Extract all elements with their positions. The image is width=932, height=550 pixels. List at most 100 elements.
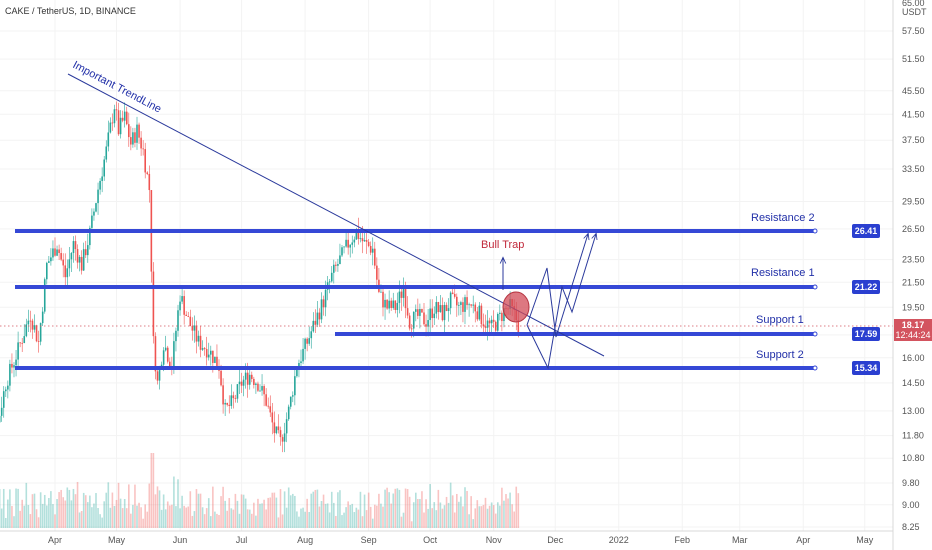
candle-body	[25, 324, 28, 337]
volume-bar	[117, 482, 120, 528]
candle-body	[333, 264, 335, 273]
volume-bar	[62, 497, 64, 528]
volume-bar	[162, 494, 165, 528]
bull-trap-marker[interactable]	[502, 291, 530, 323]
candle-body	[212, 350, 214, 363]
svg-text:17.59: 17.59	[855, 329, 878, 339]
candle-body	[132, 132, 134, 145]
volume-bar	[382, 506, 384, 528]
volume-bar	[207, 498, 210, 528]
volume-bar	[251, 513, 253, 528]
candle-body	[365, 240, 368, 242]
volume-bar	[17, 488, 19, 528]
candle-body	[195, 325, 198, 342]
volume-bar	[224, 500, 226, 528]
volume-bar	[425, 499, 427, 528]
volume-bar	[451, 495, 454, 528]
candle-body	[119, 117, 122, 135]
volume-bars	[0, 453, 520, 528]
volume-bar	[490, 502, 493, 528]
volume-bar	[318, 506, 321, 528]
svg-text:26.41: 26.41	[855, 226, 878, 236]
support-1-badge[interactable]: 17.59	[852, 327, 880, 341]
volume-bar	[412, 502, 415, 528]
candle-body	[458, 304, 460, 306]
resistance-2-badge[interactable]: 26.41	[852, 224, 880, 238]
volume-bar	[97, 508, 99, 528]
time-tick-label: Dec	[547, 535, 564, 545]
volume-bar	[466, 490, 468, 528]
volume-bar	[349, 504, 351, 528]
candle-body	[271, 412, 274, 423]
candle-body	[197, 335, 200, 342]
volume-bar	[415, 492, 417, 528]
volume-bar	[402, 512, 405, 528]
volume-bar	[29, 514, 32, 528]
volume-bar	[31, 494, 34, 528]
volume-bar	[64, 500, 67, 528]
volume-bar	[146, 511, 149, 528]
volume-bar	[494, 513, 497, 528]
volume-bar	[310, 493, 313, 528]
volume-bar	[347, 501, 349, 528]
candle-body	[343, 246, 345, 248]
volume-bar	[43, 494, 46, 528]
volume-bar	[324, 503, 327, 528]
volume-bar	[433, 502, 436, 528]
volume-bar	[238, 513, 241, 528]
resistance-1-badge[interactable]: 21.22	[852, 280, 880, 294]
volume-bar	[68, 489, 71, 528]
price-axis-background	[894, 0, 932, 550]
candle-body	[240, 381, 243, 386]
candle-body	[130, 137, 132, 145]
volume-bar	[328, 512, 331, 528]
volume-bar	[9, 489, 11, 528]
volume-bar	[175, 506, 177, 528]
candle-body	[201, 348, 204, 350]
candle-body	[314, 320, 317, 325]
candle-body	[0, 407, 3, 416]
candle-body	[13, 365, 15, 368]
volume-bar	[423, 512, 425, 528]
resistance-2-handle	[812, 228, 818, 234]
volume-bar	[173, 476, 175, 528]
candle-body	[429, 308, 431, 321]
candle-body	[369, 245, 372, 253]
volume-bar	[33, 493, 36, 528]
volume-bar	[144, 504, 146, 528]
time-tick-label: 2022	[609, 535, 629, 545]
volume-bar	[230, 508, 233, 528]
support-2-badge[interactable]: 15.34	[852, 361, 880, 375]
candle-body	[263, 386, 265, 395]
candle-body	[23, 336, 26, 344]
bull-trap-label: Bull Trap	[481, 239, 524, 251]
time-tick-label: May	[108, 535, 126, 545]
candle-body	[476, 311, 479, 320]
volume-bar	[394, 488, 397, 528]
candle-body	[484, 326, 487, 328]
price-tick-label: 8.25	[902, 522, 920, 532]
volume-bar	[499, 505, 501, 528]
price-tick-label: 19.50	[902, 302, 925, 312]
volume-bar	[107, 482, 110, 528]
candle-body	[93, 211, 95, 216]
candle-body	[166, 347, 169, 362]
volume-bar	[261, 503, 263, 528]
volume-bar	[15, 488, 17, 528]
volume-bar	[283, 491, 286, 528]
volume-bar	[269, 497, 272, 528]
candle-body	[31, 320, 34, 330]
time-tick-label: May	[856, 535, 874, 545]
time-tick-label: Jun	[173, 535, 188, 545]
volume-bar	[363, 494, 366, 528]
volume-bar	[511, 504, 513, 528]
candle-body	[353, 239, 356, 243]
volume-bar	[193, 511, 196, 528]
candle-body	[261, 386, 263, 391]
volume-bar	[136, 505, 138, 528]
candle-body	[154, 336, 157, 372]
volume-bar	[380, 503, 382, 528]
candle-body	[453, 293, 456, 297]
candle-body	[125, 111, 128, 125]
